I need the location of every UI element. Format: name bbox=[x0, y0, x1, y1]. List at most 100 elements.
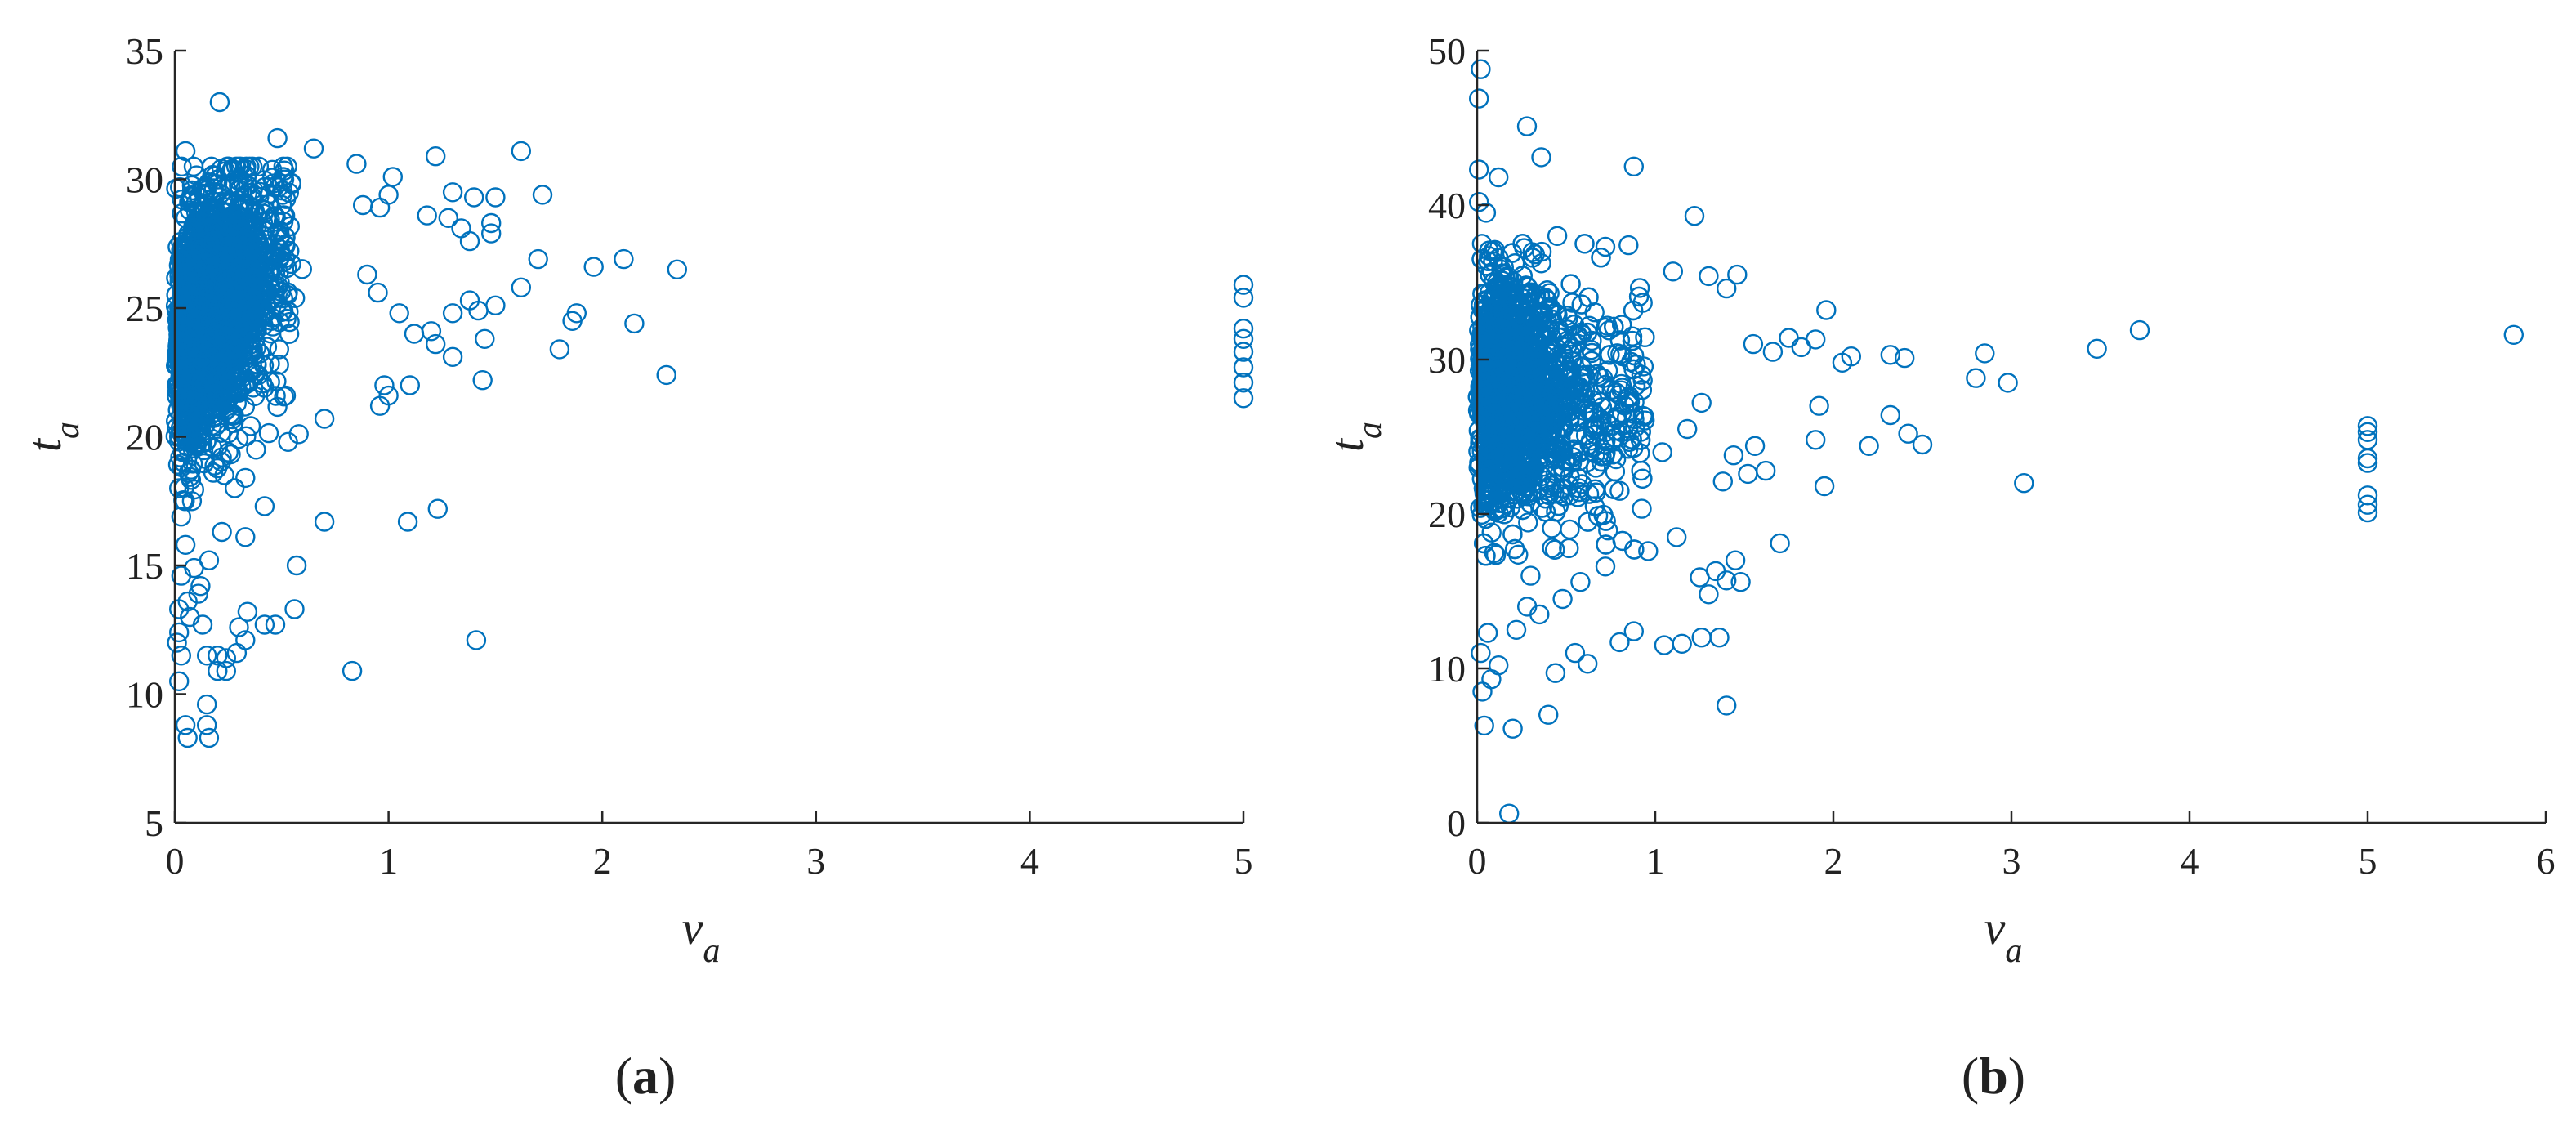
x-tick-label: 0 bbox=[166, 840, 185, 882]
point bbox=[397, 512, 418, 532]
point bbox=[185, 301, 206, 321]
point bbox=[1508, 544, 1529, 565]
y-tick-label: 20 bbox=[126, 417, 163, 458]
point bbox=[212, 261, 233, 281]
point bbox=[481, 223, 502, 244]
point bbox=[1233, 319, 1254, 339]
point bbox=[168, 622, 190, 643]
point bbox=[382, 167, 403, 187]
point bbox=[342, 660, 363, 681]
point bbox=[207, 324, 227, 346]
point bbox=[235, 527, 256, 547]
point bbox=[221, 444, 241, 465]
point bbox=[1578, 484, 1600, 504]
point bbox=[192, 614, 213, 635]
point bbox=[400, 375, 420, 395]
point bbox=[1471, 234, 1493, 254]
point bbox=[207, 458, 228, 479]
point bbox=[261, 244, 281, 265]
point bbox=[234, 232, 256, 252]
point bbox=[229, 196, 249, 217]
x-tick-label: 5 bbox=[1234, 840, 1253, 882]
point bbox=[485, 295, 506, 315]
point bbox=[1629, 278, 1650, 298]
point bbox=[209, 92, 230, 113]
point bbox=[269, 339, 289, 360]
point bbox=[245, 364, 266, 384]
point bbox=[246, 440, 266, 460]
point bbox=[265, 234, 285, 254]
point bbox=[265, 614, 286, 635]
point bbox=[177, 727, 198, 748]
point bbox=[1233, 388, 1254, 409]
point bbox=[353, 194, 373, 216]
point bbox=[288, 424, 309, 445]
point bbox=[275, 205, 296, 226]
point bbox=[1532, 498, 1552, 518]
point bbox=[175, 715, 196, 735]
point bbox=[175, 141, 196, 162]
point bbox=[374, 375, 395, 395]
point bbox=[209, 264, 230, 284]
point bbox=[236, 328, 257, 349]
point bbox=[303, 138, 324, 159]
point bbox=[188, 583, 209, 604]
point bbox=[185, 263, 205, 284]
point bbox=[1485, 545, 1507, 565]
point bbox=[266, 296, 287, 316]
point bbox=[468, 300, 489, 321]
point bbox=[228, 429, 249, 449]
point bbox=[511, 277, 531, 297]
point bbox=[196, 694, 217, 715]
point bbox=[1634, 406, 1654, 427]
y-tick-label: 15 bbox=[126, 545, 163, 587]
point bbox=[475, 328, 495, 349]
point bbox=[263, 246, 283, 266]
point bbox=[181, 491, 203, 512]
point bbox=[1604, 316, 1624, 337]
point bbox=[378, 185, 399, 205]
point bbox=[1565, 423, 1586, 444]
point bbox=[1504, 538, 1525, 560]
point bbox=[258, 422, 279, 444]
point bbox=[1623, 300, 1644, 321]
point bbox=[229, 617, 249, 637]
point bbox=[171, 356, 191, 378]
point bbox=[171, 422, 192, 444]
point bbox=[273, 156, 293, 177]
point bbox=[1598, 320, 1619, 341]
point bbox=[244, 329, 266, 351]
point bbox=[464, 187, 484, 208]
point bbox=[180, 313, 201, 334]
point bbox=[199, 727, 220, 748]
point bbox=[1609, 330, 1631, 351]
markers bbox=[165, 92, 1254, 748]
y-tick-label: 25 bbox=[126, 288, 163, 329]
point bbox=[235, 467, 256, 489]
point bbox=[1578, 287, 1599, 307]
point bbox=[258, 194, 279, 215]
point bbox=[266, 386, 286, 406]
point bbox=[212, 521, 232, 543]
point bbox=[223, 159, 243, 181]
point bbox=[511, 141, 531, 162]
point bbox=[284, 599, 305, 619]
point bbox=[243, 249, 263, 270]
point bbox=[203, 230, 225, 252]
point bbox=[1233, 342, 1254, 362]
point bbox=[279, 216, 300, 237]
point bbox=[427, 498, 448, 519]
point bbox=[1622, 326, 1643, 346]
point bbox=[201, 221, 221, 242]
x-tick-label: 3 bbox=[806, 840, 825, 882]
point bbox=[264, 206, 284, 226]
point bbox=[369, 395, 391, 416]
point bbox=[1610, 344, 1631, 364]
point bbox=[224, 404, 244, 425]
point bbox=[212, 372, 232, 393]
point bbox=[1632, 468, 1653, 489]
point bbox=[292, 259, 312, 279]
point bbox=[1600, 345, 1620, 365]
point bbox=[1595, 317, 1616, 338]
point bbox=[201, 241, 222, 261]
